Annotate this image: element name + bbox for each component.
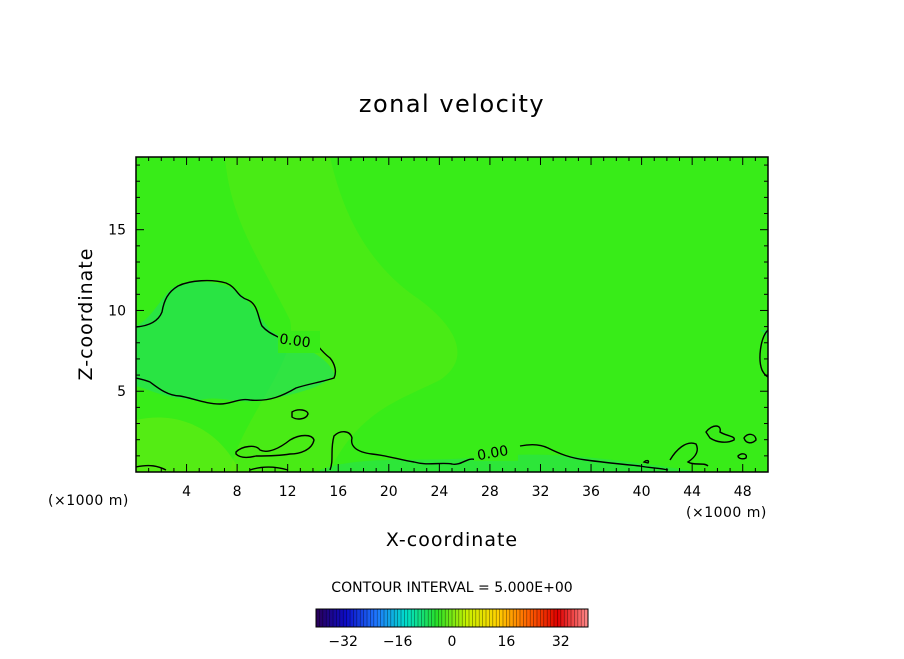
colorbar-bands <box>319 609 585 627</box>
plot-area: 0.00 0.00 <box>135 156 769 473</box>
contour-line-labels: 0.00 0.00 <box>278 331 518 464</box>
y-tick-label: 15 <box>108 223 126 239</box>
x-tick-label: 16 <box>329 484 347 500</box>
x-tick-label: 44 <box>683 484 701 500</box>
contour-blob-mid <box>235 434 315 459</box>
field-patch-negative <box>136 281 335 402</box>
colorbar-tick-label: 32 <box>552 634 570 650</box>
contour-bottom-base <box>136 464 289 471</box>
x-tick-label: 4 <box>182 484 191 500</box>
x-axis-ticks: 4 8 12 16 20 24 28 32 36 40 44 48 <box>135 157 769 500</box>
y-axis-ticks: 5 10 15 <box>108 164 768 473</box>
contour-interval-text: CONTOUR INTERVAL = 5.000E+00 <box>331 580 572 596</box>
x-tick-label: 12 <box>279 484 297 500</box>
x-unit-right: (×1000 m) <box>686 505 767 521</box>
x-tick-label: 8 <box>233 484 242 500</box>
colorbar-tick-label: −16 <box>383 634 413 650</box>
x-tick-label: 20 <box>380 484 398 500</box>
y-axis-label: Z-coordinate <box>75 248 97 381</box>
contour-label-upper: 0.00 <box>278 331 311 351</box>
contour-bottom-long <box>329 431 669 471</box>
contour-label-lower: 0.00 <box>476 443 509 464</box>
y-tick-label: 10 <box>108 303 126 319</box>
x-axis-label: X-coordinate <box>386 529 518 551</box>
contour-right-cluster <box>642 425 757 467</box>
contour-lines <box>136 279 768 471</box>
x-unit-left: (×1000 m) <box>48 493 129 509</box>
field-patch-right <box>760 330 768 376</box>
x-tick-label: 40 <box>633 484 651 500</box>
x-tick-label: 36 <box>582 484 600 500</box>
colorbar-tick-label: −32 <box>328 634 358 650</box>
x-tick-label: 28 <box>481 484 499 500</box>
y-tick-label: 5 <box>117 384 126 400</box>
contour-upper-left <box>136 279 337 405</box>
colorbar-frame <box>315 608 589 628</box>
x-tick-label: 48 <box>734 484 752 500</box>
colorbar-tick-label: 16 <box>497 634 515 650</box>
contour-right-edge <box>759 329 768 378</box>
x-tick-label: 24 <box>430 484 448 500</box>
contour-blob-small <box>291 409 309 420</box>
chart-title: zonal velocity <box>359 90 545 118</box>
x-tick-label: 32 <box>532 484 550 500</box>
colorbar-tick-label: 0 <box>448 634 457 650</box>
colorbar-tick-labels: −32 −16 0 16 32 <box>328 634 569 650</box>
colorbar: −32 −16 0 16 32 <box>315 608 589 650</box>
field-patch-weak-positive-low <box>136 417 240 472</box>
field-patch-bottom <box>320 454 700 472</box>
